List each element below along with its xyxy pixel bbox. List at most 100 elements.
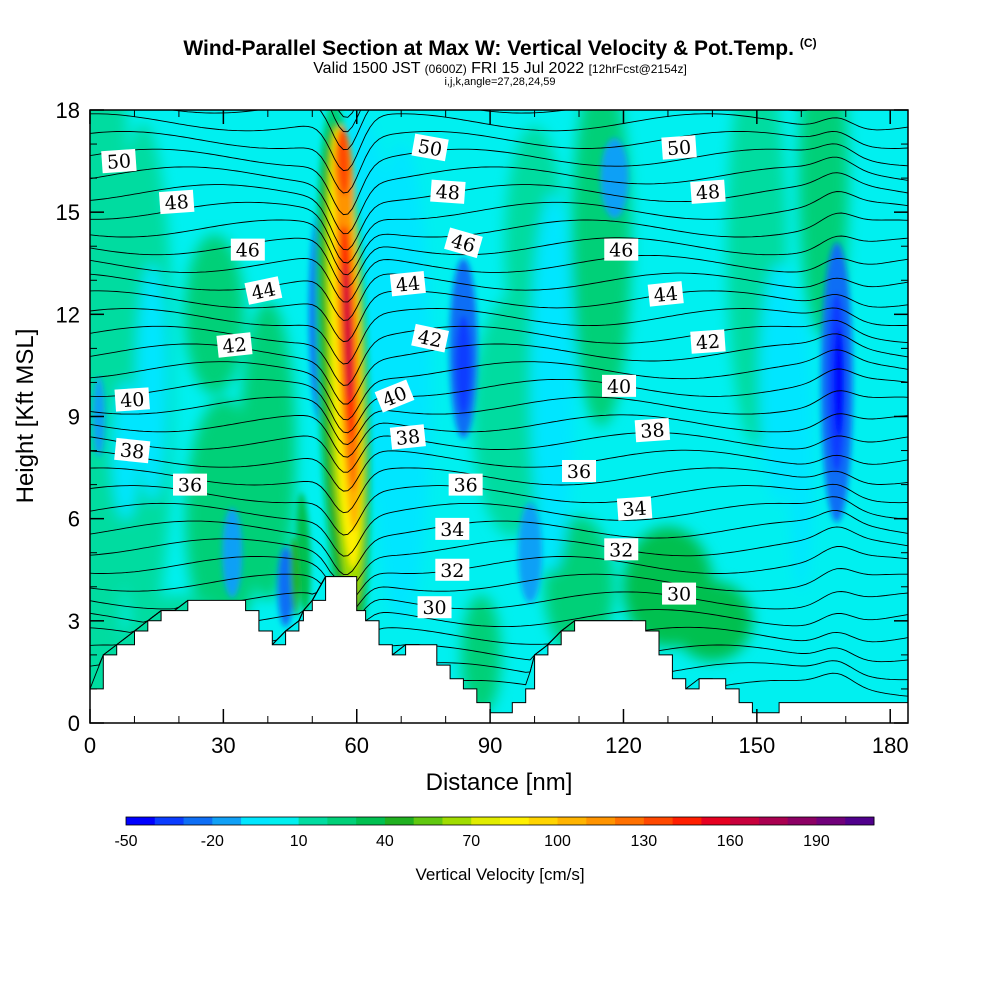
velocity-cell	[136, 262, 169, 503]
theta-label: 40	[602, 374, 637, 398]
colorbar-swatch	[327, 817, 357, 825]
theta-label: 42	[216, 332, 253, 358]
chart-title: Wind-Parallel Section at Max W: Vertical…	[183, 37, 794, 60]
theta-label-text: 30	[667, 584, 691, 606]
colorbar-label: 10	[290, 833, 308, 850]
colorbar-label: 100	[544, 833, 571, 850]
theta-label-text: 42	[416, 326, 444, 353]
copyright-mark: (C)	[799, 36, 817, 50]
theta-label-box	[435, 558, 470, 581]
colorbar-swatch	[269, 817, 300, 825]
theta-contour	[90, 35, 908, 105]
theta-label-box	[661, 135, 697, 160]
colorbar-label: -20	[201, 833, 224, 850]
theta-label-text: 46	[609, 240, 633, 262]
theta-label-box	[389, 424, 426, 450]
colorbar-swatch	[615, 817, 645, 825]
y-tick-label: 15	[56, 200, 80, 225]
theta-contour	[90, 272, 908, 321]
theta-label-text: 38	[119, 439, 145, 463]
velocity-cell	[343, 261, 352, 402]
theta-label-text: 46	[236, 240, 260, 262]
colorbar-label: 70	[462, 833, 480, 850]
theta-contour	[90, 568, 908, 609]
theta-label: 44	[244, 276, 283, 305]
colorbar-swatch	[384, 817, 415, 825]
velocity-cell	[600, 138, 629, 219]
plot-area: 5048464442403836504846444240383634323050…	[90, 0, 908, 723]
colorbar-swatch	[126, 817, 156, 825]
theta-label-text: 36	[567, 461, 591, 483]
theta-label-text: 40	[119, 389, 145, 413]
theta-contour	[337, 110, 355, 118]
colorbar-swatch	[500, 817, 530, 825]
theta-label-box	[158, 189, 195, 215]
valid-prefix: Valid 1500 JST	[313, 60, 421, 77]
theta-contour	[90, 0, 908, 63]
theta-label: 48	[158, 189, 195, 215]
theta-label: 44	[389, 270, 426, 297]
y-tick-label: 6	[68, 507, 80, 532]
theta-label-text: 44	[653, 283, 679, 307]
y-tick-label: 0	[68, 711, 80, 736]
colorbar-label: 190	[803, 833, 830, 850]
theta-contour	[90, 483, 908, 536]
theta-label-box	[389, 270, 426, 297]
velocity-cell	[277, 546, 294, 627]
theta-label: 32	[604, 538, 639, 561]
theta-label-text: 32	[609, 539, 633, 561]
terrain-profile	[90, 576, 908, 723]
theta-contour	[90, 212, 908, 276]
theta-label-text: 50	[416, 136, 444, 162]
theta-contour	[90, 449, 908, 492]
theta-contour	[90, 143, 908, 216]
theta-label-box	[647, 281, 684, 307]
theta-label: 36	[173, 473, 208, 497]
theta-contour	[90, 368, 908, 434]
theta-label: 38	[634, 417, 671, 443]
forecast-info: [12hrFcst@2154z]	[588, 62, 687, 76]
valid-date: FRI 15 Jul 2022	[471, 60, 585, 77]
theta-label-text: 48	[164, 191, 190, 215]
theta-contour	[90, 390, 908, 445]
valid-utc: (0600Z)	[424, 62, 467, 76]
theta-contour	[90, 496, 908, 557]
theta-contour	[90, 254, 908, 303]
valid-time-line: Valid 1500 JST (0600Z) FRI 15 Jul 2022 […	[0, 60, 1000, 78]
theta-label-text: 38	[395, 426, 421, 450]
theta-label-text: 34	[440, 519, 464, 541]
colorbar-swatch	[816, 817, 846, 825]
colorbar-swatch	[557, 817, 587, 825]
theta-label-box	[444, 227, 483, 259]
theta-label-box	[562, 459, 597, 482]
y-tick-label: 12	[56, 302, 80, 327]
theta-label: 32	[435, 558, 470, 582]
colorbar-swatch	[298, 817, 328, 825]
theta-label-box	[244, 276, 283, 305]
theta-label: 46	[444, 227, 483, 259]
theta-label: 46	[230, 238, 265, 262]
theta-contour	[90, 290, 908, 343]
theta-contour	[90, 349, 908, 421]
theta-label: 44	[647, 281, 684, 307]
x-tick-label: 180	[872, 733, 909, 758]
theta-contour	[90, 113, 908, 172]
theta-label-text: 34	[622, 498, 648, 522]
theta-label-text: 42	[695, 331, 721, 355]
theta-contour	[90, 235, 908, 288]
theta-label-box	[173, 473, 208, 496]
theta-contour	[90, 467, 908, 514]
theta-label-box	[101, 148, 137, 174]
theta-contour	[90, 130, 908, 194]
theta-label-box	[435, 517, 470, 540]
colorbar-swatch	[672, 817, 702, 825]
theta-label-box	[411, 323, 450, 353]
theta-label-text: 48	[435, 181, 461, 205]
theta-label: 38	[114, 437, 151, 464]
chart-title-line: Wind-Parallel Section at Max W: Vertical…	[0, 36, 1000, 61]
y-tick-label: 3	[68, 609, 80, 634]
colorbar-swatch	[442, 817, 472, 825]
theta-label: 50	[101, 148, 137, 174]
y-axis-title: Height [Kft MSL]	[12, 329, 39, 504]
